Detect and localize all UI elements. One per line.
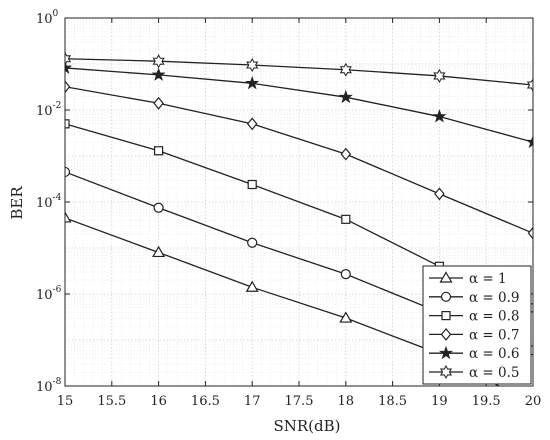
data-point (245, 280, 259, 292)
data-point (65, 166, 71, 178)
legend-marker (440, 327, 452, 341)
x-tick-label: 18.5 (378, 394, 407, 409)
x-tick-label: 16 (150, 394, 167, 409)
data-point (65, 51, 72, 66)
data-point (527, 226, 533, 240)
legend-label: α = 0.9 (469, 290, 519, 306)
x-tick-label: 19 (431, 394, 448, 409)
data-point (246, 117, 258, 131)
legend-marker (439, 364, 453, 380)
data-point (433, 68, 446, 83)
data-point (247, 179, 257, 190)
series-group (65, 60, 533, 149)
series-group (65, 51, 533, 92)
legend-label: α = 0.5 (469, 365, 519, 381)
legend-label: α = 1 (469, 271, 507, 287)
x-tick-label: 17 (244, 394, 261, 409)
data-point (152, 245, 166, 258)
data-point (339, 62, 352, 77)
data-point (525, 134, 533, 149)
legend-label: α = 0.6 (469, 346, 519, 362)
legend-marker (441, 311, 451, 321)
y-tick-label: 10-6 (36, 285, 62, 303)
data-point (65, 80, 71, 94)
data-point (65, 60, 73, 74)
y-tick-label: 100 (36, 9, 59, 27)
data-point (338, 89, 353, 104)
x-tick-label: 15.5 (97, 394, 126, 409)
x-tick-label: 15 (57, 394, 74, 409)
y-axis: 100 10-2 10-4 10-6 10-8 (36, 9, 533, 395)
legend-marker (438, 345, 454, 360)
legend: α = 1 α = 0.9 α = 0.8 α = 0.7 α = 0.6 α = 0.5 (422, 265, 532, 385)
series-line (65, 58, 533, 86)
legend-marker (440, 291, 452, 302)
x-axis-label: SNR(dB) (273, 417, 340, 435)
data-point (245, 75, 260, 90)
data-point (434, 187, 445, 201)
legend-label: α = 0.7 (469, 327, 519, 343)
x-tick-label: 17.5 (285, 394, 314, 409)
x-tick-label: 20 (525, 394, 542, 409)
x-tick-label: 19.5 (472, 394, 501, 409)
data-point (526, 77, 533, 92)
y-axis-label: BER (8, 186, 26, 220)
data-point (153, 96, 164, 110)
legend-box (422, 265, 532, 385)
y-tick-label: 10-2 (36, 101, 61, 119)
data-point (65, 211, 72, 223)
data-point (153, 202, 164, 213)
data-point (340, 147, 352, 161)
grid-lines (65, 18, 533, 386)
y-tick-label: 10-8 (36, 377, 62, 395)
data-point (341, 214, 351, 224)
data-point (432, 109, 447, 123)
data-point (152, 54, 165, 69)
data-point (339, 311, 353, 323)
x-tick-label: 16.5 (191, 394, 220, 409)
data-point (247, 237, 258, 248)
series-line (65, 67, 533, 143)
legend-marker (439, 271, 453, 283)
x-axis: 15 15.5 16 16.5 17 17.5 18 18.5 19 19.5 20 (57, 18, 542, 409)
legend-label: α = 0.8 (469, 309, 519, 325)
data-point (154, 146, 164, 156)
y-tick-label: 10-4 (36, 193, 62, 211)
data-point (340, 269, 351, 280)
series-line (65, 86, 533, 234)
series-group (65, 80, 533, 240)
x-tick-label: 18 (338, 394, 355, 409)
data-point (151, 67, 166, 81)
data-point (246, 57, 259, 73)
data-point (65, 119, 70, 129)
